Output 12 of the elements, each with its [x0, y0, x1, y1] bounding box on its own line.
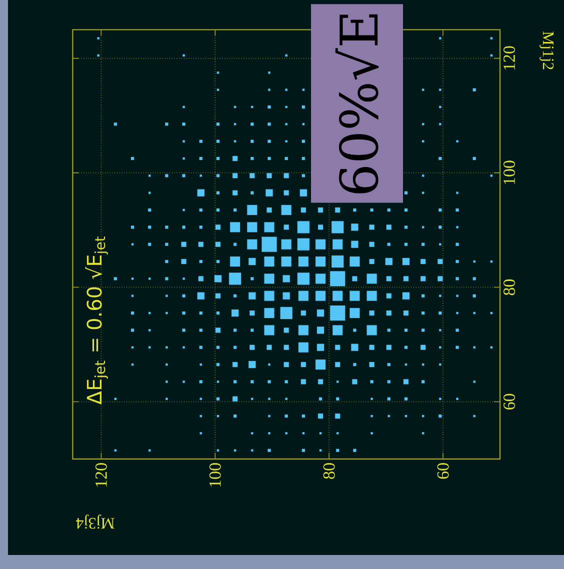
annotation: 60%√E	[335, 14, 379, 194]
x-tick-label: 80	[323, 463, 335, 479]
text: ΔE$_{jet}$ = 0.60 √E$_{jet}$	[85, 236, 108, 405]
x-axis-title: Mj3j4	[76, 514, 114, 529]
y-tick-label: 120	[504, 46, 515, 70]
y-tick-label: 100	[504, 160, 515, 184]
y-tick-label: 60	[504, 394, 515, 410]
y-tick-label: 80	[504, 279, 515, 296]
x-tick-label: 100	[209, 463, 221, 487]
y-axis-title: Mj1j2	[540, 32, 554, 70]
x-tick-label: 120	[95, 463, 107, 487]
x-tick-label: 60	[437, 463, 449, 479]
